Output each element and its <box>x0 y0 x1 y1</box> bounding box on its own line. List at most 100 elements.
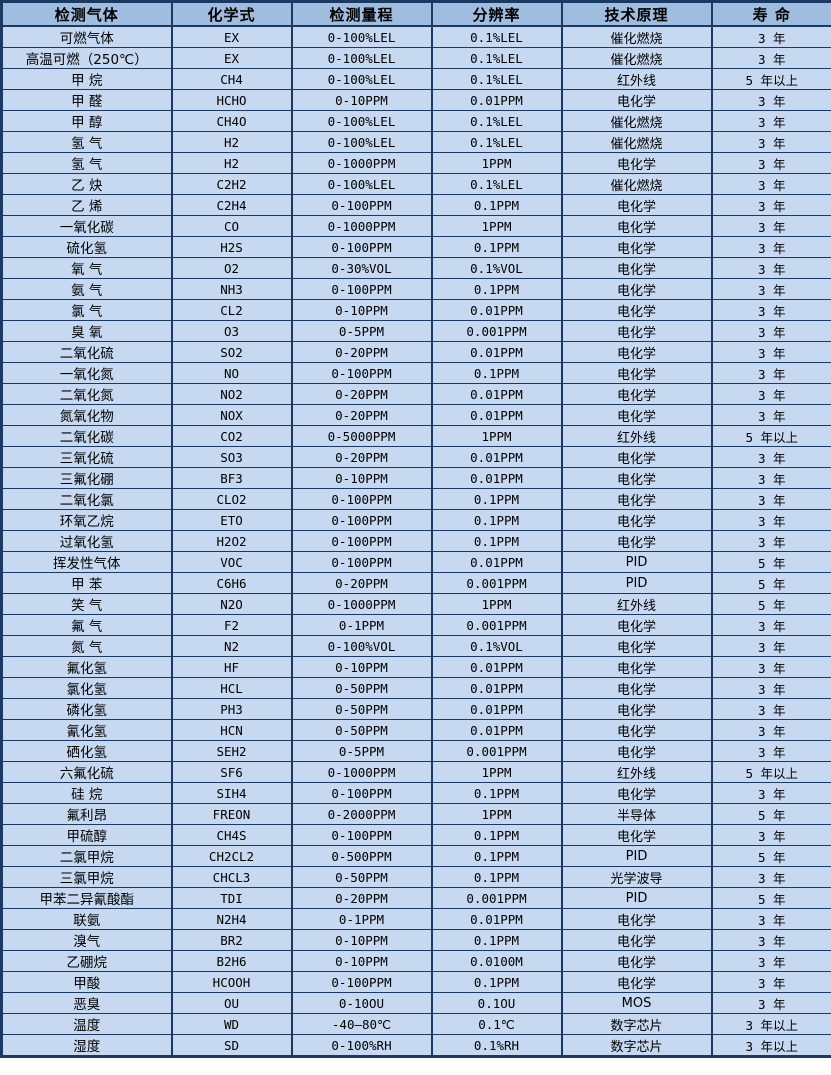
cell: 乙 炔 <box>0 173 173 195</box>
table-row: 高温可燃（250℃） EX 0-100%LEL 0.1%LEL 催化燃烧 3 年 <box>0 47 831 69</box>
table-row: 二氯甲烷 CH2CL2 0-500PPM 0.1PPM PID 5 年 <box>0 845 831 867</box>
table-row: 乙硼烷 B2H6 0-10PPM 0.0100M 电化学 3 年 <box>0 950 831 972</box>
table-row: 硅 烷 SIH4 0-100PPM 0.1PPM 电化学 3 年 <box>0 782 831 804</box>
table-row: 氟 气 F2 0-1PPM 0.001PPM 电化学 3 年 <box>0 614 831 636</box>
cell: 5 年 <box>710 845 831 867</box>
cell: 0.1PPM <box>430 929 563 951</box>
cell: 0.1PPM <box>430 488 563 510</box>
cell: HCHO <box>170 89 293 111</box>
table-row: 甲苯二异氰酸酯 TDI 0-20PPM 0.001PPM PID 5 年 <box>0 887 831 909</box>
column-header: 技术原理 <box>560 1 713 27</box>
cell: HCOOH <box>170 971 293 993</box>
cell: 乙硼烷 <box>0 950 173 972</box>
cell: 0.01PPM <box>430 719 563 741</box>
cell: 0-30%VOL <box>290 257 433 279</box>
cell: 3 年 <box>710 173 831 195</box>
cell: 0.01PPM <box>430 89 563 111</box>
table-row: 硫化氢 H2S 0-100PPM 0.1PPM 电化学 3 年 <box>0 236 831 258</box>
cell: 0.1PPM <box>430 278 563 300</box>
cell: 甲酸 <box>0 971 173 993</box>
table-row: 氧 气 O2 0-30%VOL 0.1%VOL 电化学 3 年 <box>0 257 831 279</box>
cell: 电化学 <box>560 782 713 804</box>
cell: 0.001PPM <box>430 572 563 594</box>
cell: N2H4 <box>170 908 293 930</box>
cell: H2O2 <box>170 530 293 552</box>
table-row: 氯化氢 HCL 0-50PPM 0.01PPM 电化学 3 年 <box>0 677 831 699</box>
cell: 电化学 <box>560 488 713 510</box>
cell: CHCL3 <box>170 866 293 888</box>
column-header: 检测气体 <box>0 1 173 27</box>
table-row: 甲 苯 C6H6 0-20PPM 0.001PPM PID 5 年 <box>0 572 831 594</box>
cell: 硫化氢 <box>0 236 173 258</box>
cell: 氟利昂 <box>0 803 173 825</box>
cell: 电化学 <box>560 656 713 678</box>
cell: 0-10PPM <box>290 929 433 951</box>
table-row: 氯 气 CL2 0-10PPM 0.01PPM 电化学 3 年 <box>0 299 831 321</box>
table-row: 过氧化氢 H2O2 0-100PPM 0.1PPM 电化学 3 年 <box>0 530 831 552</box>
table-row: 甲 醇 CH4O 0-100%LEL 0.1%LEL 催化燃烧 3 年 <box>0 110 831 132</box>
table-row: 二氧化硫 SO2 0-20PPM 0.01PPM 电化学 3 年 <box>0 341 831 363</box>
cell: 氯化氢 <box>0 677 173 699</box>
cell: 3 年 <box>710 530 831 552</box>
cell: 0.1%VOL <box>430 257 563 279</box>
cell: N2 <box>170 635 293 657</box>
cell: 数字芯片 <box>560 1034 713 1057</box>
table-row: 二氧化氯 CLO2 0-100PPM 0.1PPM 电化学 3 年 <box>0 488 831 510</box>
table-row: 恶臭 OU 0-10OU 0.1OU MOS 3 年 <box>0 992 831 1014</box>
cell: 5 年 <box>710 803 831 825</box>
cell: N2O <box>170 593 293 615</box>
cell: 0.1PPM <box>430 509 563 531</box>
cell: 3 年 <box>710 194 831 216</box>
cell: 0-500PPM <box>290 845 433 867</box>
cell: 氢 气 <box>0 152 173 174</box>
cell: 电化学 <box>560 824 713 846</box>
cell: 0.01PPM <box>430 908 563 930</box>
cell: 1PPM <box>430 593 563 615</box>
cell: 电化学 <box>560 740 713 762</box>
cell: 5 年 <box>710 887 831 909</box>
cell: 0.1PPM <box>430 530 563 552</box>
cell: NO2 <box>170 383 293 405</box>
cell: 5 年 <box>710 572 831 594</box>
cell: 0-100%LEL <box>290 47 433 69</box>
cell: -40—80℃ <box>290 1013 433 1035</box>
table-row: 三氧化硫 SO3 0-20PPM 0.01PPM 电化学 3 年 <box>0 446 831 468</box>
column-header: 化学式 <box>170 1 293 27</box>
cell: VOC <box>170 551 293 573</box>
cell: 电化学 <box>560 530 713 552</box>
cell: 0.001PPM <box>430 887 563 909</box>
cell: 3 年 <box>710 782 831 804</box>
cell: 温度 <box>0 1013 173 1035</box>
table-row: 乙 炔 C2H2 0-100%LEL 0.1%LEL 催化燃烧 3 年 <box>0 173 831 195</box>
cell: 电化学 <box>560 908 713 930</box>
cell: 高温可燃（250℃） <box>0 47 173 69</box>
cell: 1PPM <box>430 425 563 447</box>
cell: NH3 <box>170 278 293 300</box>
cell: 电化学 <box>560 320 713 342</box>
cell: 过氧化氢 <box>0 530 173 552</box>
cell: 电化学 <box>560 950 713 972</box>
cell: PH3 <box>170 698 293 720</box>
cell: 硅 烷 <box>0 782 173 804</box>
cell: 0.1%RH <box>430 1034 563 1057</box>
cell: 3 年 <box>710 992 831 1014</box>
cell: BR2 <box>170 929 293 951</box>
cell: CH4 <box>170 68 293 90</box>
cell: EX <box>170 47 293 69</box>
cell: 0-100PPM <box>290 971 433 993</box>
cell: 3 年 <box>710 488 831 510</box>
cell: 0.01PPM <box>430 551 563 573</box>
cell: 电化学 <box>560 257 713 279</box>
cell: 0.1℃ <box>430 1013 563 1035</box>
cell: 电化学 <box>560 446 713 468</box>
cell: 二氧化氯 <box>0 488 173 510</box>
cell: 3 年 <box>710 362 831 384</box>
table-row: 三氯甲烷 CHCL3 0-50PPM 0.1PPM 光学波导 3 年 <box>0 866 831 888</box>
table-row: 臭 氧 O3 0-5PPM 0.001PPM 电化学 3 年 <box>0 320 831 342</box>
cell: 红外线 <box>560 761 713 783</box>
cell: 0-50PPM <box>290 677 433 699</box>
table-row: 氨 气 NH3 0-100PPM 0.1PPM 电化学 3 年 <box>0 278 831 300</box>
cell: 电化学 <box>560 341 713 363</box>
cell: 0.01PPM <box>430 299 563 321</box>
cell: 0-50PPM <box>290 698 433 720</box>
